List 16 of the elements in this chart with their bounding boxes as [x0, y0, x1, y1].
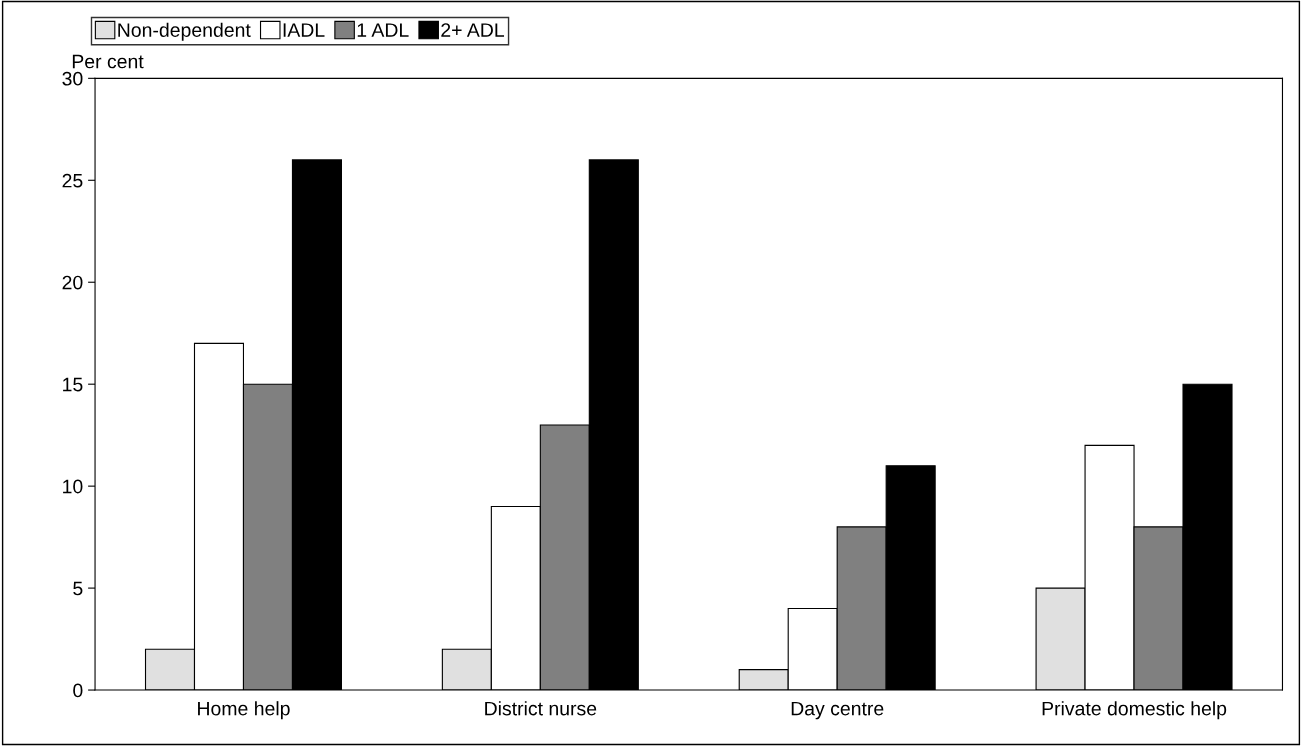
y-tick-label: 15 — [63, 377, 83, 392]
y-tick-label: 10 — [63, 479, 83, 494]
legend-label: IADL — [283, 23, 325, 37]
y-tick-label: 20 — [62, 275, 83, 290]
y-axis-title: Per cent — [72, 54, 144, 69]
y-tick-label: 30 — [62, 71, 83, 86]
x-tick-label: District nurse — [485, 701, 597, 716]
x-tick-label: Home help — [198, 701, 290, 720]
legend-label: 1 ADL — [357, 23, 409, 37]
x-tick-label: Day centre — [791, 701, 884, 720]
legend-label: 2+ ADL — [441, 23, 505, 37]
x-tick-label: Private domestic help — [1042, 701, 1227, 720]
legend-label: Non-dependent — [118, 22, 251, 41]
y-tick-label: 0 — [73, 683, 83, 698]
y-tick-label: 5 — [73, 581, 83, 596]
y-tick-label: 25 — [62, 173, 83, 188]
